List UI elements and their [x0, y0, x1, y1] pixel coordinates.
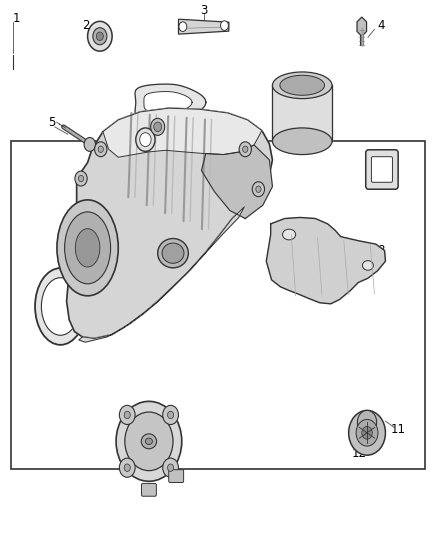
Circle shape	[167, 464, 173, 471]
Ellipse shape	[272, 128, 332, 155]
Circle shape	[179, 22, 187, 31]
Circle shape	[362, 426, 372, 439]
Ellipse shape	[145, 438, 152, 445]
Circle shape	[96, 32, 103, 41]
Polygon shape	[201, 145, 272, 219]
Ellipse shape	[280, 75, 325, 95]
FancyBboxPatch shape	[169, 470, 184, 482]
Circle shape	[221, 21, 229, 30]
Circle shape	[78, 175, 84, 182]
Circle shape	[162, 458, 178, 477]
Text: 4: 4	[377, 19, 385, 32]
Polygon shape	[179, 19, 229, 34]
Text: 8: 8	[378, 244, 385, 257]
Circle shape	[120, 406, 135, 425]
Circle shape	[356, 419, 378, 446]
Ellipse shape	[158, 239, 188, 268]
Text: 2: 2	[81, 19, 89, 32]
Circle shape	[84, 138, 95, 151]
Circle shape	[95, 142, 107, 157]
Ellipse shape	[75, 229, 100, 267]
Circle shape	[151, 118, 165, 135]
Text: 8: 8	[312, 90, 319, 102]
Circle shape	[136, 128, 155, 151]
Circle shape	[256, 186, 261, 192]
Circle shape	[167, 411, 173, 419]
Ellipse shape	[162, 243, 184, 263]
FancyBboxPatch shape	[141, 483, 156, 496]
Circle shape	[140, 133, 151, 147]
Ellipse shape	[57, 200, 118, 296]
Text: 1: 1	[12, 12, 20, 25]
Circle shape	[239, 142, 251, 157]
Ellipse shape	[35, 268, 86, 345]
Text: 13: 13	[139, 439, 154, 451]
Polygon shape	[67, 108, 272, 338]
Polygon shape	[79, 207, 244, 342]
Circle shape	[349, 410, 385, 455]
Circle shape	[252, 182, 265, 197]
Ellipse shape	[272, 72, 332, 99]
Circle shape	[120, 458, 135, 477]
Ellipse shape	[141, 434, 157, 449]
Bar	[11, 141, 425, 469]
Polygon shape	[144, 92, 192, 113]
Circle shape	[124, 411, 131, 419]
Ellipse shape	[283, 229, 296, 240]
Circle shape	[243, 146, 248, 152]
Ellipse shape	[65, 212, 110, 284]
FancyBboxPatch shape	[366, 150, 398, 189]
Polygon shape	[103, 108, 262, 157]
Text: 9: 9	[388, 154, 396, 166]
Ellipse shape	[41, 278, 80, 335]
Circle shape	[357, 410, 377, 434]
Polygon shape	[135, 84, 206, 120]
Text: 11: 11	[391, 423, 406, 435]
Circle shape	[98, 146, 103, 152]
Circle shape	[125, 412, 173, 471]
Text: 6: 6	[105, 148, 113, 161]
FancyBboxPatch shape	[371, 157, 392, 182]
Circle shape	[75, 171, 87, 186]
Text: 10: 10	[39, 289, 53, 302]
Circle shape	[154, 122, 162, 132]
Text: 7: 7	[153, 95, 161, 108]
Text: 5: 5	[48, 116, 55, 129]
Circle shape	[88, 21, 112, 51]
Ellipse shape	[362, 261, 373, 270]
Polygon shape	[266, 217, 385, 304]
Circle shape	[162, 406, 178, 425]
Polygon shape	[357, 17, 367, 36]
Text: 3: 3	[200, 4, 207, 17]
Text: 12: 12	[352, 447, 367, 459]
Circle shape	[93, 28, 107, 45]
Circle shape	[124, 464, 131, 471]
Circle shape	[116, 401, 182, 481]
